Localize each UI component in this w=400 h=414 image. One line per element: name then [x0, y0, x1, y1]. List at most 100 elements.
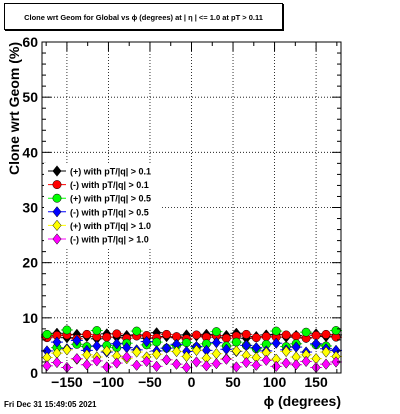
legend-marker — [52, 193, 62, 203]
data-point — [321, 358, 331, 370]
y-tick-label: 30 — [22, 200, 38, 216]
data-point — [82, 329, 92, 339]
data-point — [142, 335, 152, 348]
axis-tick-labels: −150 −100 −50 0 50 100 150 0 10 20 30 40 50 60 — [22, 34, 328, 390]
y-axis-title: Clone wrt Geom (%) — [6, 42, 22, 175]
data-point — [281, 345, 291, 358]
data-point — [241, 329, 251, 339]
x-tick-label: 0 — [188, 374, 196, 390]
data-point — [301, 355, 311, 368]
data-point — [172, 345, 182, 358]
x-tick-label: −50 — [138, 374, 162, 390]
data-point — [102, 332, 112, 342]
legend: (+) with pT/|q| > 0.1 (-) with pT/|q| > 0… — [44, 163, 160, 249]
data-point — [162, 329, 172, 339]
legend-marker — [52, 219, 62, 232]
legend-entry: (+) with pT/|q| > 1.0 — [48, 219, 151, 232]
data-point — [221, 353, 231, 365]
data-point — [122, 351, 132, 363]
data-point — [291, 359, 301, 371]
data-point — [221, 333, 231, 343]
data-point — [62, 344, 72, 356]
data-point — [281, 357, 291, 369]
data-point — [82, 359, 92, 371]
data-point — [181, 361, 192, 374]
data-point — [42, 329, 52, 339]
data-point — [192, 330, 201, 340]
data-point — [331, 356, 341, 368]
legend-label: (-) with pT/|q| > 1.0 — [70, 235, 149, 245]
y-tick-label: 0 — [30, 365, 38, 381]
data-point — [201, 360, 211, 372]
legend-label: (-) with pT/|q| > 0.5 — [70, 207, 149, 217]
data-point — [261, 332, 271, 342]
x-tick-label: −100 — [93, 374, 125, 390]
y-tick-label: 50 — [22, 89, 38, 105]
data-point — [112, 329, 122, 339]
data-point — [331, 326, 341, 335]
data-point — [52, 356, 62, 369]
data-point — [231, 337, 241, 347]
data-point — [211, 337, 221, 349]
legend-marker — [52, 165, 62, 177]
axis-ticks — [42, 41, 341, 374]
x-tick-label: 100 — [263, 374, 287, 390]
data-point — [182, 338, 191, 348]
legend-marker — [52, 206, 62, 218]
data-point — [112, 357, 122, 369]
legend-entry: (+) with pT/|q| > 0.1 — [48, 165, 151, 177]
data-point — [132, 326, 142, 336]
data-point — [132, 359, 142, 371]
data-point — [231, 345, 241, 357]
data-point — [152, 337, 162, 347]
data-point — [251, 333, 261, 343]
data-point — [42, 360, 52, 372]
data-point — [311, 338, 321, 350]
y-tick-label: 60 — [22, 34, 38, 50]
data-point — [271, 326, 281, 336]
data-point — [231, 361, 241, 373]
data-point — [102, 361, 112, 373]
data-point — [211, 348, 221, 360]
data-point — [62, 325, 72, 335]
data-point — [211, 357, 221, 370]
data-point — [102, 345, 112, 357]
data-point — [241, 339, 251, 352]
data-point — [162, 342, 172, 354]
data-point — [191, 356, 202, 368]
data-point — [92, 340, 102, 352]
data-point — [52, 336, 62, 348]
x-tick-label: 150 — [304, 374, 328, 390]
series-6 — [40, 351, 343, 374]
data-point — [261, 354, 271, 366]
legend-label: (+) with pT/|q| > 1.0 — [70, 221, 151, 231]
data-point — [301, 327, 311, 337]
data-point — [321, 346, 331, 358]
legend-label: (+) with pT/|q| > 0.5 — [70, 194, 151, 204]
legend-label: (-) with pT/|q| > 0.1 — [70, 180, 149, 190]
legend-entry: (+) with pT/|q| > 0.5 — [48, 194, 151, 204]
data-point — [181, 350, 192, 363]
x-axis-title: ϕ (degrees) — [264, 393, 341, 409]
y-tick-label: 10 — [22, 310, 38, 326]
chart-title: Clone wrt Geom for Global vs ϕ (degrees)… — [24, 13, 263, 22]
x-tick-label: 50 — [225, 374, 241, 390]
data-point — [72, 334, 82, 347]
legend-entry: (-) with pT/|q| > 0.5 — [48, 206, 149, 218]
data-point — [142, 355, 152, 368]
data-point — [112, 338, 122, 350]
legend-entry: (-) with pT/|q| > 0.1 — [48, 180, 149, 190]
y-tick-label: 40 — [22, 144, 38, 160]
data-point — [241, 356, 251, 369]
data-point — [132, 346, 142, 358]
data-point — [271, 337, 281, 349]
data-point — [191, 344, 202, 357]
data-point — [211, 327, 221, 337]
legend-marker — [52, 180, 62, 190]
legend-entry: (-) with pT/|q| > 1.0 — [48, 233, 149, 245]
y-tick-label: 20 — [22, 255, 38, 271]
data-point — [92, 326, 102, 335]
data-point — [281, 330, 291, 340]
legend-marker — [52, 233, 62, 245]
